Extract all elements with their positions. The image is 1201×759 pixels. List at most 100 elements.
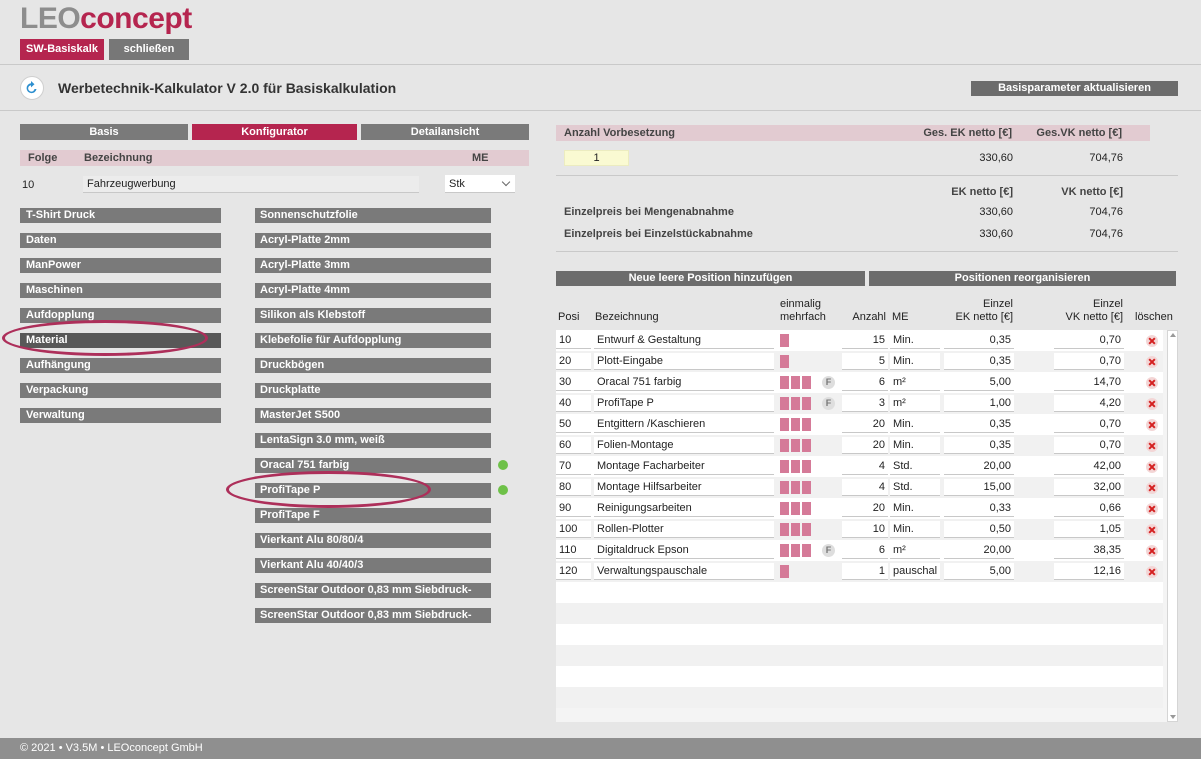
einmalig-mehrfach-toggle[interactable] xyxy=(791,376,800,389)
me-field[interactable]: Min. xyxy=(890,416,940,433)
anzahl-field[interactable]: 4 xyxy=(842,458,888,475)
material-item[interactable]: ScreenStar Outdoor 0,83 mm Siebdruck- xyxy=(255,608,491,623)
bezeichnung-field[interactable]: ProfiTape P xyxy=(594,395,774,412)
anzahl-field[interactable]: 6 xyxy=(842,542,888,559)
category-aufhaengung[interactable]: Aufhängung xyxy=(20,358,221,373)
delete-icon[interactable] xyxy=(1146,545,1158,557)
einmalig-mehrfach-toggle[interactable] xyxy=(802,544,811,557)
material-item[interactable]: MasterJet S500 xyxy=(255,408,491,423)
vk-field[interactable]: 0,70 xyxy=(1054,437,1124,454)
me-field[interactable]: Min. xyxy=(890,437,940,454)
ek-field[interactable]: 0,33 xyxy=(944,500,1014,517)
delete-icon[interactable] xyxy=(1146,461,1158,473)
vk-field[interactable]: 0,70 xyxy=(1054,416,1124,433)
einmalig-mehrfach-toggle[interactable] xyxy=(780,397,789,410)
einmalig-mehrfach-toggle[interactable] xyxy=(802,481,811,494)
einmalig-mehrfach-toggle[interactable] xyxy=(780,355,789,368)
scroll-up-icon[interactable] xyxy=(1170,333,1176,337)
einmalig-mehrfach-toggle[interactable] xyxy=(791,418,800,431)
f-badge[interactable]: F xyxy=(822,376,835,389)
einmalig-mehrfach-toggle[interactable] xyxy=(791,439,800,452)
vk-field[interactable]: 0,70 xyxy=(1054,353,1124,370)
scroll-down-icon[interactable] xyxy=(1170,715,1176,719)
posi-field[interactable]: 70 xyxy=(556,458,591,475)
einmalig-mehrfach-toggle[interactable] xyxy=(802,502,811,515)
delete-icon[interactable] xyxy=(1146,482,1158,494)
vk-field[interactable]: 4,20 xyxy=(1054,395,1124,412)
anzahl-field[interactable]: 10 xyxy=(842,521,888,538)
me-field[interactable]: m² xyxy=(890,395,940,412)
posi-field[interactable]: 90 xyxy=(556,500,591,517)
ek-field[interactable]: 15,00 xyxy=(944,479,1014,496)
bezeichnung-field[interactable]: Verwaltungspauschale xyxy=(594,563,774,580)
material-item[interactable]: Sonnenschutzfolie xyxy=(255,208,491,223)
einmalig-mehrfach-toggle[interactable] xyxy=(780,376,789,389)
ek-field[interactable]: 0,35 xyxy=(944,416,1014,433)
bezeichnung-field[interactable]: Folien-Montage xyxy=(594,437,774,454)
posi-field[interactable]: 60 xyxy=(556,437,591,454)
material-item[interactable]: Oracal 751 farbig xyxy=(255,458,491,473)
vk-field[interactable]: 0,66 xyxy=(1054,500,1124,517)
einmalig-mehrfach-toggle[interactable] xyxy=(780,565,789,578)
anzahl-field[interactable]: 6 xyxy=(842,374,888,391)
einmalig-mehrfach-toggle[interactable] xyxy=(780,460,789,473)
bezeichnung-field[interactable]: Montage Hilfsarbeiter xyxy=(594,479,774,496)
material-item[interactable]: Druckbögen xyxy=(255,358,491,373)
category-verwaltung[interactable]: Verwaltung xyxy=(20,408,221,423)
ek-field[interactable]: 20,00 xyxy=(944,458,1014,475)
einmalig-mehrfach-toggle[interactable] xyxy=(791,502,800,515)
posi-field[interactable]: 110 xyxy=(556,542,591,559)
posi-field[interactable]: 100 xyxy=(556,521,591,538)
delete-icon[interactable] xyxy=(1146,503,1158,515)
ek-field[interactable]: 0,50 xyxy=(944,521,1014,538)
me-field[interactable]: m² xyxy=(890,542,940,559)
ek-field[interactable]: 5,00 xyxy=(944,374,1014,391)
vk-field[interactable]: 42,00 xyxy=(1054,458,1124,475)
category-daten[interactable]: Daten xyxy=(20,233,221,248)
ek-field[interactable]: 5,00 xyxy=(944,563,1014,580)
einmalig-mehrfach-toggle[interactable] xyxy=(802,523,811,536)
delete-icon[interactable] xyxy=(1146,398,1158,410)
me-field[interactable]: pauschal xyxy=(890,563,940,580)
einmalig-mehrfach-toggle[interactable] xyxy=(780,418,789,431)
ek-field[interactable]: 0,35 xyxy=(944,332,1014,349)
category-maschinen[interactable]: Maschinen xyxy=(20,283,221,298)
einmalig-mehrfach-toggle[interactable] xyxy=(802,397,811,410)
einmalig-mehrfach-toggle[interactable] xyxy=(791,397,800,410)
me-field[interactable]: m² xyxy=(890,374,940,391)
tab-basis[interactable]: Basis xyxy=(20,124,188,140)
vk-field[interactable]: 38,35 xyxy=(1054,542,1124,559)
reorganize-positions-button[interactable]: Positionen reorganisieren xyxy=(869,271,1176,286)
anzahl-field[interactable]: 20 xyxy=(842,416,888,433)
einmalig-mehrfach-toggle[interactable] xyxy=(780,544,789,557)
delete-icon[interactable] xyxy=(1146,335,1158,347)
category-verpackung[interactable]: Verpackung xyxy=(20,383,221,398)
me-field[interactable]: Min. xyxy=(890,332,940,349)
vk-field[interactable]: 0,70 xyxy=(1054,332,1124,349)
material-item[interactable]: ProfiTape F xyxy=(255,508,491,523)
table-scrollbar[interactable] xyxy=(1167,330,1178,722)
material-item[interactable]: Acryl-Platte 3mm xyxy=(255,258,491,273)
category-aufdopplung[interactable]: Aufdopplung xyxy=(20,308,221,323)
me-field[interactable]: Min. xyxy=(890,521,940,538)
anzahl-field[interactable]: 4 xyxy=(842,479,888,496)
sw-basiskalk-button[interactable]: SW-Basiskalk xyxy=(20,39,104,60)
material-item[interactable]: Silikon als Klebstoff xyxy=(255,308,491,323)
posi-field[interactable]: 80 xyxy=(556,479,591,496)
material-item[interactable]: LentaSign 3.0 mm, weiß xyxy=(255,433,491,448)
material-item[interactable]: Vierkant Alu 80/80/4 xyxy=(255,533,491,548)
einmalig-mehrfach-toggle[interactable] xyxy=(791,481,800,494)
material-item[interactable]: Vierkant Alu 40/40/3 xyxy=(255,558,491,573)
category-manpower[interactable]: ManPower xyxy=(20,258,221,273)
vk-field[interactable]: 12,16 xyxy=(1054,563,1124,580)
me-field[interactable]: Min. xyxy=(890,353,940,370)
anzahl-field[interactable]: 5 xyxy=(842,353,888,370)
tab-detailansicht[interactable]: Detailansicht xyxy=(361,124,529,140)
category-tshirt-druck[interactable]: T-Shirt Druck xyxy=(20,208,221,223)
posi-field[interactable]: 40 xyxy=(556,395,591,412)
bezeichnung-field[interactable]: Entgittern /Kaschieren xyxy=(594,416,774,433)
vk-field[interactable]: 32,00 xyxy=(1054,479,1124,496)
posi-field[interactable]: 120 xyxy=(556,563,591,580)
anzahl-field[interactable]: 20 xyxy=(842,437,888,454)
ek-field[interactable]: 0,35 xyxy=(944,437,1014,454)
